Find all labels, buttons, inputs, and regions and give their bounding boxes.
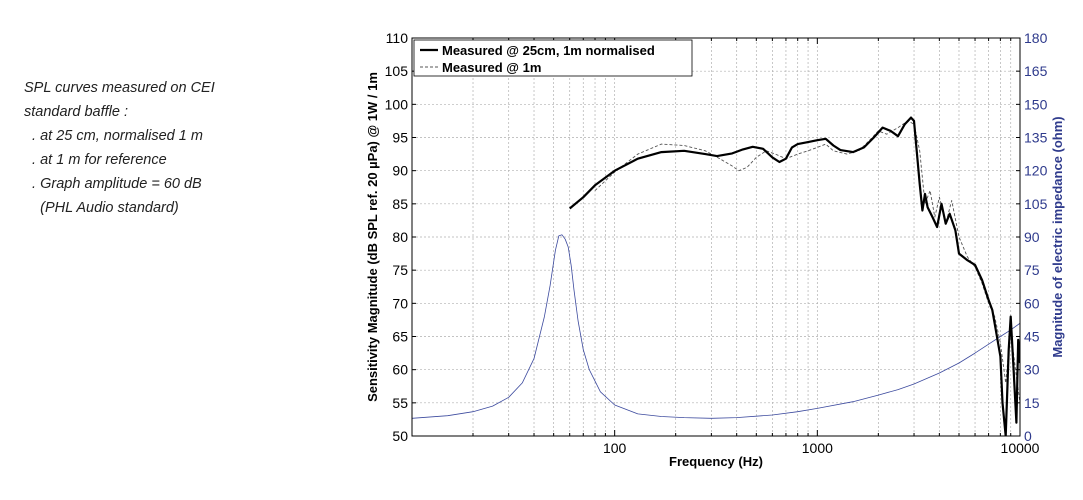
right-y-tick-label: 0: [1024, 428, 1032, 444]
tick-labels: 50 55 60 65 70 75 80 85 90 95 100 105 110 0 15 30 45 60 75…: [385, 30, 1048, 456]
note-line: SPL curves measured on CEI: [24, 80, 215, 96]
y-tick-label: 55: [392, 395, 408, 411]
right-y-tick-label: 135: [1024, 130, 1048, 146]
y-tick-label: 60: [392, 362, 408, 378]
note-line: (PHL Audio standard): [24, 200, 179, 216]
y-tick-label: 50: [392, 428, 408, 444]
right-y-tick-label: 75: [1024, 262, 1040, 278]
legend-box: [413, 39, 693, 77]
right-y-tick-label: 120: [1024, 163, 1048, 179]
y-tick-label: 90: [392, 163, 408, 179]
right-y-tick-label: 90: [1024, 229, 1040, 245]
y-tick-label: 95: [392, 130, 408, 146]
right-y-tick-label: 150: [1024, 96, 1048, 112]
series-layer: [412, 116, 1020, 436]
note-line: standard baffle :: [24, 104, 128, 120]
right-y-tick-label: 105: [1024, 196, 1048, 212]
legend-label-25cm: Measured @ 25cm, 1m normalised: [442, 43, 655, 58]
right-y-tick-label: 15: [1024, 395, 1040, 411]
note-line: . Graph amplitude = 60 dB: [24, 176, 202, 192]
grid: [412, 38, 1020, 436]
y-tick-label: 65: [392, 329, 408, 345]
legend: Measured @ 25cm, 1m normalised Measured …: [413, 39, 693, 77]
right-y-tick-label: 45: [1024, 329, 1040, 345]
x-tick-label: 1000: [802, 440, 833, 456]
y-tick-label: 110: [386, 30, 409, 46]
y-tick-label: 105: [385, 63, 409, 79]
x-axis-label: Frequency (Hz): [669, 454, 763, 469]
series-line-1m: [594, 120, 1020, 403]
legend-label-1m: Measured @ 1m: [442, 60, 541, 75]
series-line-25cm: [568, 116, 1020, 436]
right-y-tick-label: 60: [1024, 295, 1040, 311]
y-tick-label: 85: [392, 196, 408, 212]
right-y-tick-label: 180: [1024, 30, 1048, 46]
x-tick-label: 10000: [1001, 440, 1040, 456]
note-line: . at 25 cm, normalised 1 m: [24, 128, 203, 144]
right-y-tick-label: 30: [1024, 362, 1040, 378]
y-tick-label: 75: [392, 262, 408, 278]
right-axis-label: Magnitude of electric impedance (ohm): [1050, 116, 1065, 357]
measurement-notes: SPL curves measured on CEI standard baff…: [24, 76, 324, 220]
y-axis-label: Sensitivity Magnitude (dB SPL ref. 20 µP…: [365, 72, 380, 402]
series-line-impedance: [412, 234, 1020, 419]
note-line: . at 1 m for reference: [24, 152, 167, 168]
y-tick-label: 70: [392, 295, 408, 311]
right-y-tick-label: 165: [1024, 63, 1048, 79]
y-tick-label: 80: [392, 229, 408, 245]
y-tick-label: 100: [385, 96, 409, 112]
x-tick-label: 100: [603, 440, 627, 456]
